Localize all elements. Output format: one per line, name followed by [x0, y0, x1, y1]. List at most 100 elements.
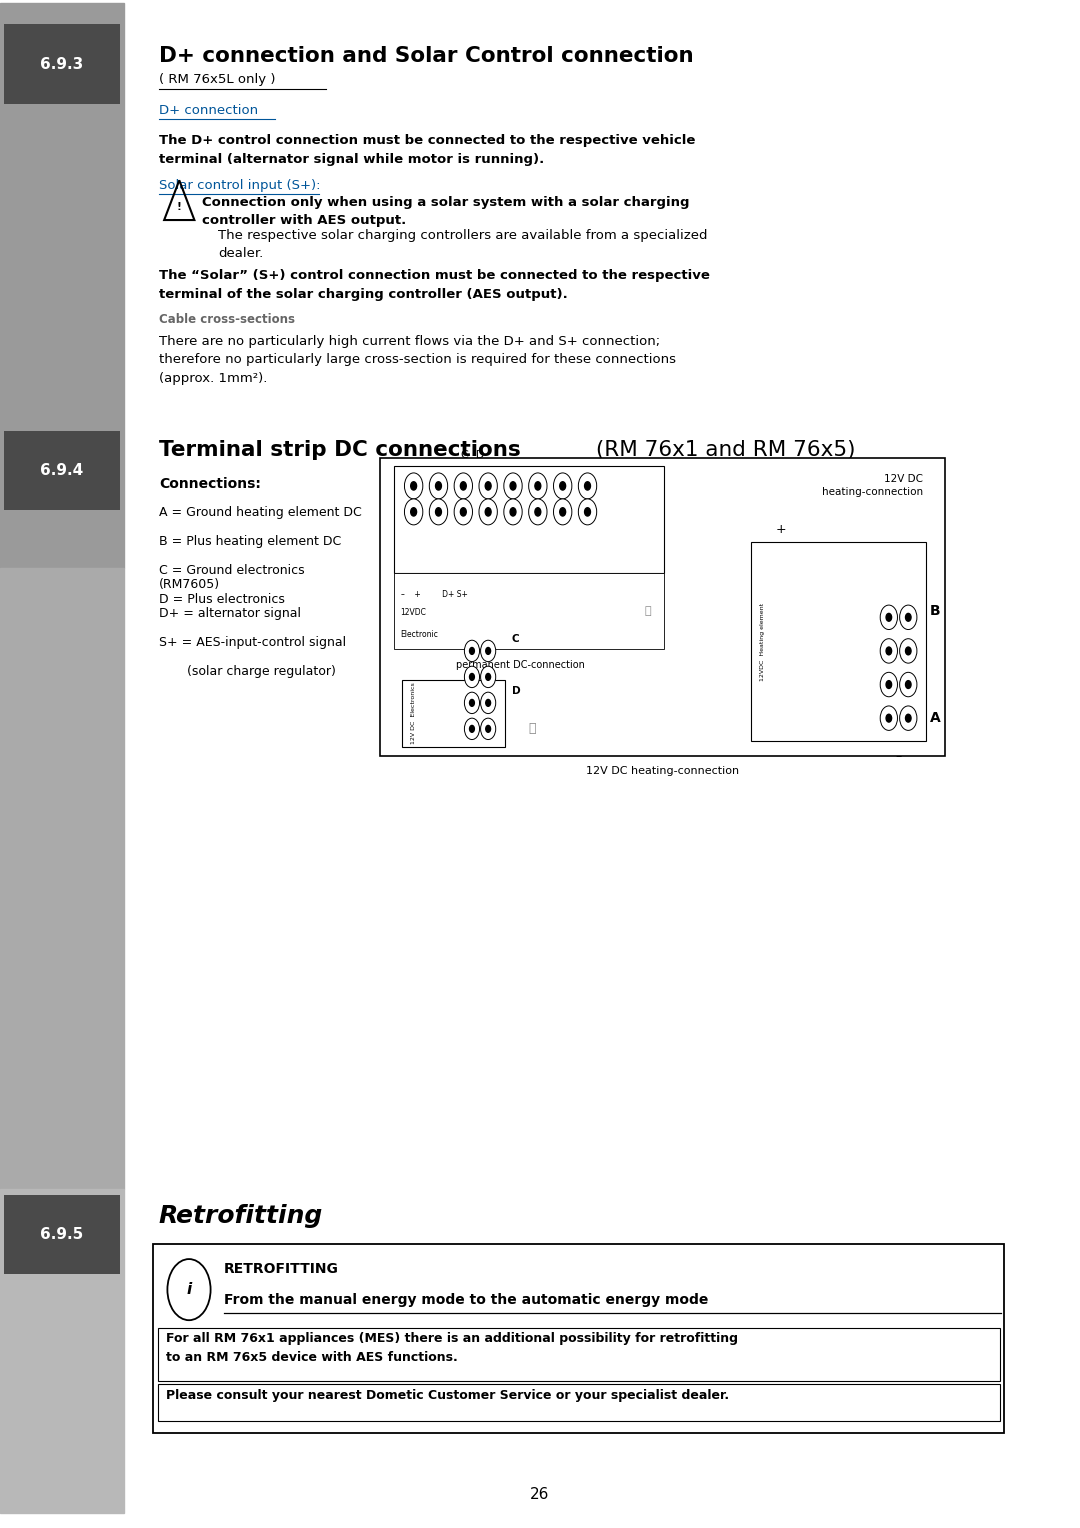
Circle shape	[435, 507, 442, 516]
Circle shape	[486, 726, 490, 732]
Circle shape	[905, 646, 912, 656]
Circle shape	[485, 481, 491, 490]
Circle shape	[480, 498, 498, 526]
Circle shape	[470, 700, 474, 706]
Text: Electronic: Electronic	[401, 630, 438, 639]
Circle shape	[464, 718, 480, 740]
Circle shape	[900, 706, 917, 730]
Text: C: C	[512, 634, 519, 643]
Bar	[0, 568, 124, 1189]
Text: 6.9.4: 6.9.4	[40, 463, 84, 478]
Text: RETROFITTING: RETROFITTING	[224, 1262, 338, 1276]
Circle shape	[559, 507, 566, 516]
Circle shape	[880, 639, 897, 663]
Circle shape	[454, 498, 473, 526]
Circle shape	[464, 640, 480, 662]
Text: C = Ground electronics: C = Ground electronics	[159, 564, 305, 578]
Circle shape	[430, 498, 448, 526]
Text: (solar charge regulator): (solar charge regulator)	[159, 665, 336, 678]
Text: 26: 26	[530, 1487, 550, 1502]
Circle shape	[559, 481, 566, 490]
Text: 6.9.3: 6.9.3	[40, 57, 84, 72]
Bar	[0, 3, 124, 568]
Text: A: A	[930, 711, 941, 726]
Text: permanent DC-connection: permanent DC-connection	[456, 660, 585, 671]
Circle shape	[481, 718, 496, 740]
Text: D+ connection: D+ connection	[159, 104, 258, 118]
Text: C  D: C D	[461, 449, 485, 460]
Circle shape	[880, 605, 897, 630]
Circle shape	[167, 1259, 211, 1320]
Text: D+ connection and Solar Control connection: D+ connection and Solar Control connecti…	[159, 46, 693, 66]
Text: For all RM 76x1 appliances (MES) there is an additional possibility for retrofit: For all RM 76x1 appliances (MES) there i…	[166, 1332, 739, 1365]
Circle shape	[480, 472, 498, 498]
Text: A = Ground heating element DC: A = Ground heating element DC	[159, 506, 362, 520]
Bar	[402, 680, 505, 747]
Circle shape	[900, 672, 917, 697]
Circle shape	[529, 472, 546, 498]
Bar	[394, 466, 664, 573]
Text: !: !	[177, 202, 181, 212]
Bar	[4, 431, 120, 510]
Circle shape	[510, 507, 516, 516]
Text: The “Solar” (S+) control connection must be connected to the respective
terminal: The “Solar” (S+) control connection must…	[159, 269, 710, 301]
Text: (RM 76x1 and RM 76x5): (RM 76x1 and RM 76x5)	[589, 440, 855, 460]
Bar	[158, 1384, 1000, 1421]
Circle shape	[464, 666, 480, 688]
Text: Please consult your nearest Dometic Customer Service or your specialist dealer.: Please consult your nearest Dometic Cust…	[166, 1389, 729, 1403]
Bar	[394, 573, 664, 649]
Text: ⚿: ⚿	[529, 723, 536, 735]
Text: Cable cross-sections: Cable cross-sections	[159, 313, 295, 327]
Circle shape	[886, 714, 892, 723]
Circle shape	[430, 472, 448, 498]
Text: The respective solar charging controllers are available from a specialized
deale: The respective solar charging controller…	[218, 229, 707, 260]
Circle shape	[470, 648, 474, 654]
Circle shape	[535, 481, 541, 490]
Text: ⚿: ⚿	[645, 607, 651, 616]
Circle shape	[905, 714, 912, 723]
Text: Terminal strip DC connections: Terminal strip DC connections	[159, 440, 521, 460]
Text: The D+ control connection must be connected to the respective vehicle
terminal (: The D+ control connection must be connec…	[159, 134, 696, 167]
Circle shape	[579, 472, 597, 498]
Text: 12VDC  Heating element: 12VDC Heating element	[760, 602, 766, 681]
Bar	[380, 458, 945, 756]
Text: S+ = AES-input-control signal: S+ = AES-input-control signal	[159, 636, 346, 649]
Circle shape	[554, 498, 572, 526]
Circle shape	[464, 692, 480, 714]
Bar	[4, 24, 120, 104]
Circle shape	[485, 507, 491, 516]
Circle shape	[410, 481, 417, 490]
Text: Solar control input (S+):: Solar control input (S+):	[159, 179, 321, 193]
Bar	[158, 1328, 1000, 1381]
Text: i: i	[187, 1282, 191, 1297]
Circle shape	[404, 498, 423, 526]
Text: B: B	[930, 604, 941, 619]
Text: Connections:: Connections:	[159, 477, 260, 490]
Text: D+ = alternator signal: D+ = alternator signal	[159, 607, 300, 620]
Bar	[751, 542, 926, 741]
Text: There are no particularly high current flows via the D+ and S+ connection;
there: There are no particularly high current f…	[159, 335, 676, 385]
Text: –: –	[895, 750, 902, 764]
Circle shape	[470, 674, 474, 680]
Circle shape	[900, 605, 917, 630]
Text: Retrofitting: Retrofitting	[159, 1204, 323, 1229]
Circle shape	[503, 498, 523, 526]
Text: ( RM 76x5L only ): ( RM 76x5L only )	[159, 73, 275, 87]
Circle shape	[470, 726, 474, 732]
Text: 12VDC: 12VDC	[401, 608, 427, 617]
Circle shape	[579, 498, 597, 526]
Circle shape	[905, 680, 912, 689]
Text: D: D	[512, 686, 521, 695]
Circle shape	[460, 481, 467, 490]
Circle shape	[584, 481, 591, 490]
Circle shape	[481, 692, 496, 714]
Circle shape	[486, 700, 490, 706]
Circle shape	[880, 672, 897, 697]
Circle shape	[503, 472, 523, 498]
Text: (RM7605): (RM7605)	[159, 578, 220, 591]
Circle shape	[535, 507, 541, 516]
Text: +: +	[775, 523, 786, 536]
Bar	[153, 1244, 1004, 1433]
Text: Connection only when using a solar system with a solar charging
controller with : Connection only when using a solar syste…	[202, 196, 689, 226]
Circle shape	[410, 507, 417, 516]
